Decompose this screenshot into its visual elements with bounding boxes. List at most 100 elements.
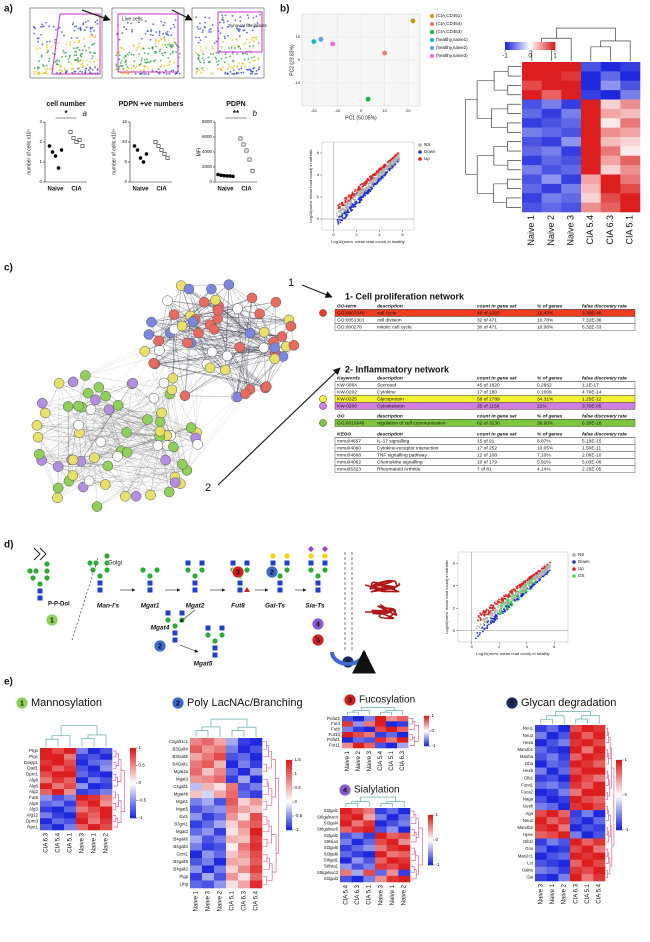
table-cell: 17 of 180 bbox=[477, 389, 497, 395]
enzyme-label: Man-I's bbox=[97, 603, 120, 610]
network-node bbox=[156, 407, 168, 419]
point-cloud-dot bbox=[531, 577, 534, 580]
flow-plot bbox=[111, 7, 185, 79]
flow-dot bbox=[157, 68, 160, 71]
network-node bbox=[285, 321, 297, 332]
colorbar-step bbox=[130, 785, 136, 788]
column-label: Naive 2 bbox=[402, 884, 408, 905]
heatmap-cell bbox=[226, 813, 239, 821]
heatmap-cell bbox=[558, 824, 571, 832]
network-node bbox=[166, 384, 178, 396]
colorbar-step bbox=[553, 42, 556, 50]
y-tick-label: 6 bbox=[453, 560, 456, 565]
chart-title: cell number bbox=[46, 101, 86, 108]
heatmap-cell bbox=[190, 873, 203, 881]
network-edge bbox=[78, 405, 128, 453]
flow-dot bbox=[148, 47, 150, 50]
colorbar-step bbox=[130, 768, 136, 772]
point-cloud-dot bbox=[530, 583, 533, 586]
flow-dot bbox=[240, 71, 243, 74]
table-cell: 22% bbox=[537, 403, 547, 409]
chart-title: PDPN bbox=[226, 101, 245, 108]
network-node bbox=[121, 427, 132, 438]
flow-dot bbox=[44, 68, 46, 71]
network-edge bbox=[153, 362, 267, 387]
flow-dot bbox=[199, 39, 202, 42]
flow-dot bbox=[78, 49, 81, 51]
network-edge bbox=[118, 302, 276, 406]
flow-dot bbox=[172, 23, 175, 26]
data-point bbox=[228, 174, 232, 178]
network-edge bbox=[96, 464, 183, 507]
point-cloud-dot bbox=[394, 156, 397, 159]
flow-dot bbox=[88, 36, 91, 38]
heatmap-cell bbox=[570, 803, 582, 811]
table-header: false discovery rate bbox=[582, 431, 627, 437]
heatmap-cell bbox=[541, 80, 562, 91]
heatmap-cell bbox=[76, 812, 89, 819]
flow-dot bbox=[55, 60, 58, 63]
network-edge bbox=[98, 387, 154, 399]
flow-dot bbox=[226, 34, 229, 37]
heatmap-cell bbox=[375, 737, 387, 743]
x-tick-label: 0 bbox=[332, 232, 335, 237]
network-node bbox=[206, 346, 218, 358]
heatmap-cell bbox=[535, 852, 547, 861]
network-node bbox=[143, 329, 155, 340]
heatmap-cell bbox=[88, 753, 101, 761]
flow-dot bbox=[69, 54, 71, 57]
heatmap-cell bbox=[535, 803, 547, 811]
heatmap-cell bbox=[570, 866, 582, 875]
flow-dot bbox=[146, 30, 149, 32]
colorbar-step bbox=[616, 766, 622, 770]
heatmap-cell bbox=[386, 814, 399, 821]
heatmap-cell bbox=[214, 760, 227, 769]
heatmap-cell bbox=[570, 852, 582, 861]
heatmap-cell bbox=[561, 202, 582, 213]
network-node bbox=[82, 387, 94, 399]
heatmap-cell bbox=[546, 788, 559, 797]
colorbar-step bbox=[130, 752, 136, 756]
table-cell: 7.10% bbox=[537, 452, 551, 458]
heatmap-cell bbox=[64, 748, 77, 755]
glycan-residue bbox=[205, 625, 211, 631]
row-label: Fut11 bbox=[329, 743, 341, 748]
flow-dot bbox=[143, 66, 146, 69]
flow-dot bbox=[88, 69, 90, 72]
dendrogram bbox=[493, 146, 508, 166]
flow-dot bbox=[96, 68, 99, 71]
point-cloud-dot bbox=[539, 573, 542, 576]
point-cloud-dot bbox=[512, 597, 515, 599]
point-cloud-dot bbox=[356, 191, 358, 193]
table-title: 1- Cell proliferation network bbox=[345, 291, 465, 301]
glycan-residue bbox=[44, 575, 50, 581]
flow-dot bbox=[201, 31, 204, 34]
flow-dot bbox=[82, 23, 85, 26]
network-node bbox=[80, 370, 91, 381]
heatmap-cell bbox=[535, 760, 547, 768]
heatmap-cell bbox=[40, 777, 53, 784]
heatmap-cell bbox=[52, 753, 65, 761]
colorbar-step bbox=[130, 792, 136, 795]
colorbar-step bbox=[286, 776, 292, 779]
point-cloud-dot bbox=[531, 574, 534, 577]
point-cloud-dot bbox=[542, 569, 544, 572]
flow-dot bbox=[239, 47, 242, 50]
point-cloud-dot bbox=[476, 631, 479, 634]
point-cloud-dot bbox=[367, 179, 370, 182]
point-cloud-dot bbox=[493, 615, 496, 618]
flow-dot bbox=[121, 32, 124, 35]
flow-dot bbox=[231, 73, 234, 75]
heatmap-cell bbox=[620, 118, 641, 128]
heatmap-cell bbox=[600, 99, 621, 110]
network-edge bbox=[42, 403, 106, 485]
table-header: GO bbox=[337, 413, 345, 419]
point-cloud-dot bbox=[359, 189, 362, 192]
heatmap-cell bbox=[226, 873, 239, 881]
heatmap-cell bbox=[238, 828, 251, 836]
heatmap-cell bbox=[561, 146, 582, 157]
heatmap-cell bbox=[581, 824, 594, 832]
heatmap-cell bbox=[226, 738, 239, 746]
step-number: 2 bbox=[176, 700, 180, 707]
